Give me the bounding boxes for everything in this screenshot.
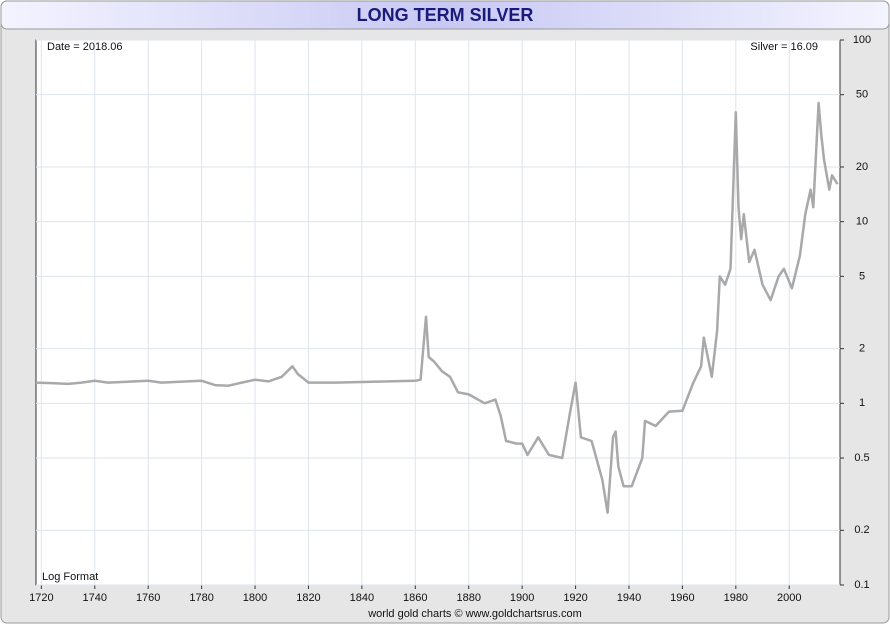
x-tick-label: 1760 (136, 592, 160, 604)
x-tick-label: 1940 (617, 592, 641, 604)
x-tick-label: 1800 (243, 592, 267, 604)
source-label: world gold charts © www.goldchartsrus.co… (367, 608, 582, 620)
x-tick-label: 1820 (296, 592, 320, 604)
x-tick-label: 1860 (403, 592, 427, 604)
x-tick-label: 2000 (777, 592, 801, 604)
x-tick-label: 1720 (29, 592, 53, 604)
y-tick-label: 10 (856, 216, 868, 228)
x-tick-label: 1960 (670, 592, 694, 604)
y-tick-label: 100 (853, 34, 871, 46)
x-tick-label: 1980 (724, 592, 748, 604)
x-tick-label: 1900 (510, 592, 534, 604)
title-bar (0, 0, 890, 30)
y-tick-label: 0.2 (854, 524, 869, 536)
y-tick-label: 50 (856, 89, 868, 101)
x-tick-label: 1920 (563, 592, 587, 604)
y-tick-label: 0.1 (854, 579, 869, 591)
value-label: Silver = 16.09 (750, 41, 818, 53)
format-label: Log Format (42, 571, 98, 583)
date-label: Date = 2018.06 (47, 41, 123, 53)
price-line (35, 101, 839, 514)
y-tick-label: 20 (856, 161, 868, 173)
plot-area (35, 39, 841, 586)
x-tick-label: 1740 (83, 592, 107, 604)
x-tick-label: 1780 (189, 592, 213, 604)
x-tick-label: 1840 (350, 592, 374, 604)
y-tick-label: 5 (859, 270, 865, 282)
chart-title: LONG TERM SILVER (357, 5, 534, 25)
y-tick-label: 1 (859, 397, 865, 409)
y-tick-label: 0.5 (854, 452, 869, 464)
x-tick-label: 1880 (456, 592, 480, 604)
y-tick-label: 2 (859, 343, 865, 355)
